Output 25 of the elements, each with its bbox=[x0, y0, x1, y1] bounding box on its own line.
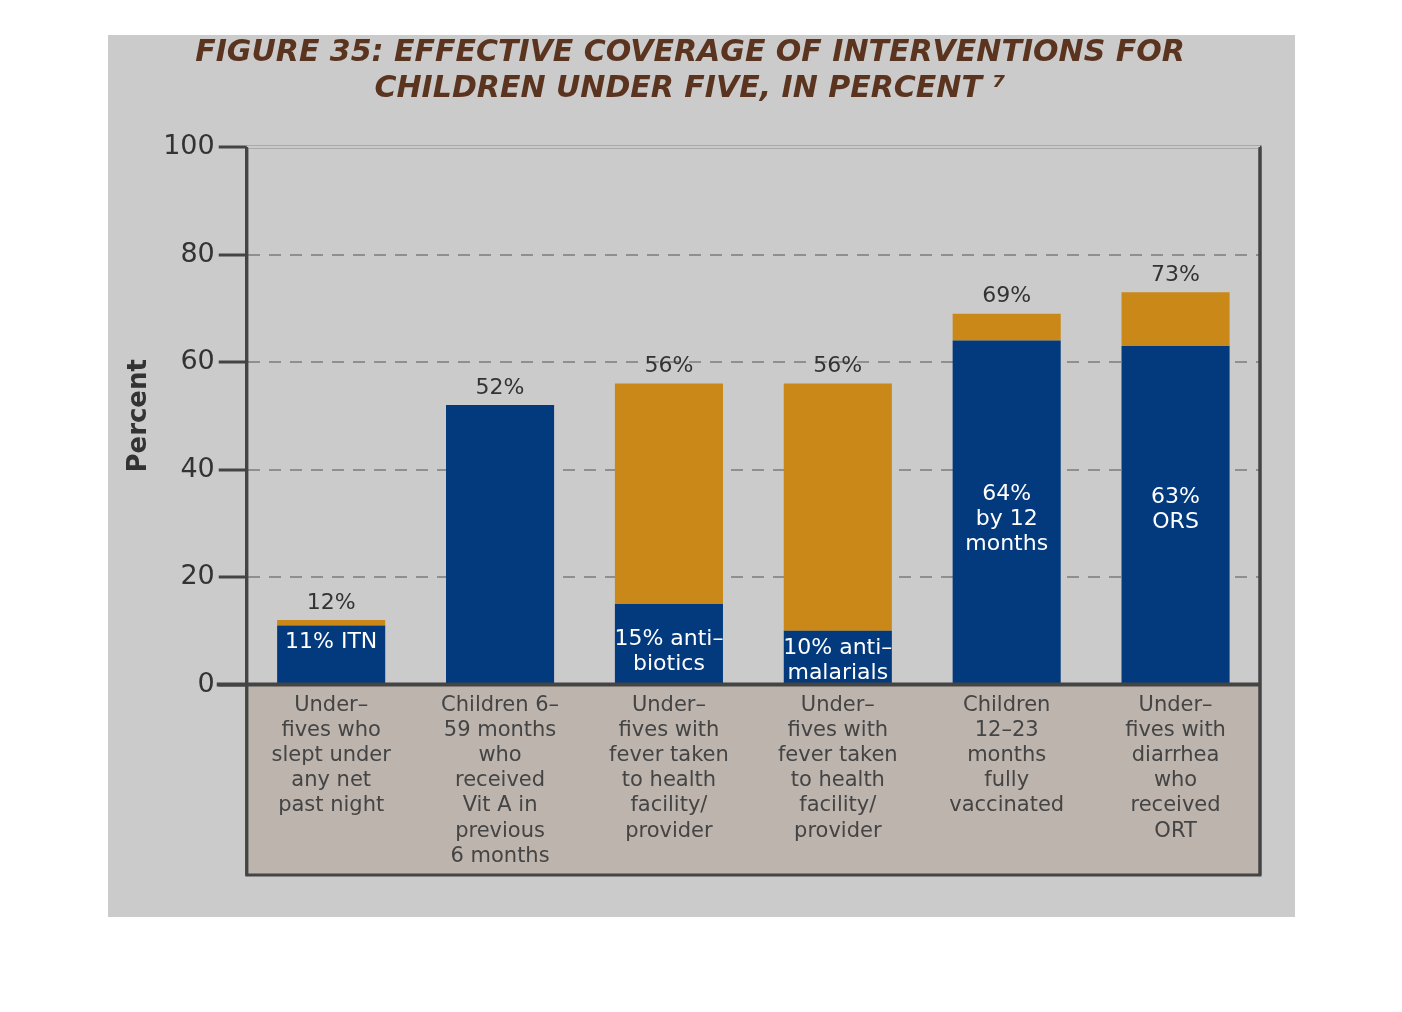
total-label: 12% bbox=[306, 588, 356, 614]
x-tick-label: Under– fives who slept under any net past night bbox=[271, 691, 392, 817]
y-tick-label: 0 bbox=[197, 666, 215, 698]
data-label: 11% ITN bbox=[285, 628, 378, 654]
total-label: 56% bbox=[644, 352, 694, 378]
chart-title: FIGURE 35: EFFECTIVE COVERAGE OF INTERVENTIONS FOR CHILDREN UNDER FIVE, IN PERCENT ⁷ bbox=[195, 32, 1185, 104]
y-tick-label: 100 bbox=[163, 129, 215, 161]
x-tick-label: Under– fives with fever taken to health facility/ provider bbox=[609, 691, 729, 842]
y-tick-label: 20 bbox=[180, 559, 215, 591]
data-label: 63% ORS bbox=[1151, 482, 1201, 533]
y-tick-label: 60 bbox=[180, 344, 215, 376]
y-tick-label: 80 bbox=[180, 236, 215, 268]
total-label: 73% bbox=[1151, 260, 1201, 286]
data-label: 64% by 12 months bbox=[965, 479, 1049, 555]
total-label: 56% bbox=[813, 352, 863, 378]
y-tick-label: 40 bbox=[180, 451, 215, 483]
total-label: 52% bbox=[475, 373, 525, 399]
data-label: 15% anti– biotics bbox=[614, 624, 724, 675]
x-tick-label: Under– fives with diarrhea who received ORT bbox=[1125, 691, 1226, 842]
x-tick-label: Children 6– 59 months who received Vit A in previous 6 months bbox=[441, 691, 560, 867]
x-tick-label: Children 12–23 months fully vaccinated bbox=[949, 691, 1065, 817]
data-label: 10% anti– malarials bbox=[783, 633, 893, 684]
x-tick-label: Under– fives with fever taken to health facility/ provider bbox=[777, 691, 898, 842]
y-axis-title: Percent bbox=[122, 359, 153, 473]
total-label: 69% bbox=[982, 282, 1032, 308]
